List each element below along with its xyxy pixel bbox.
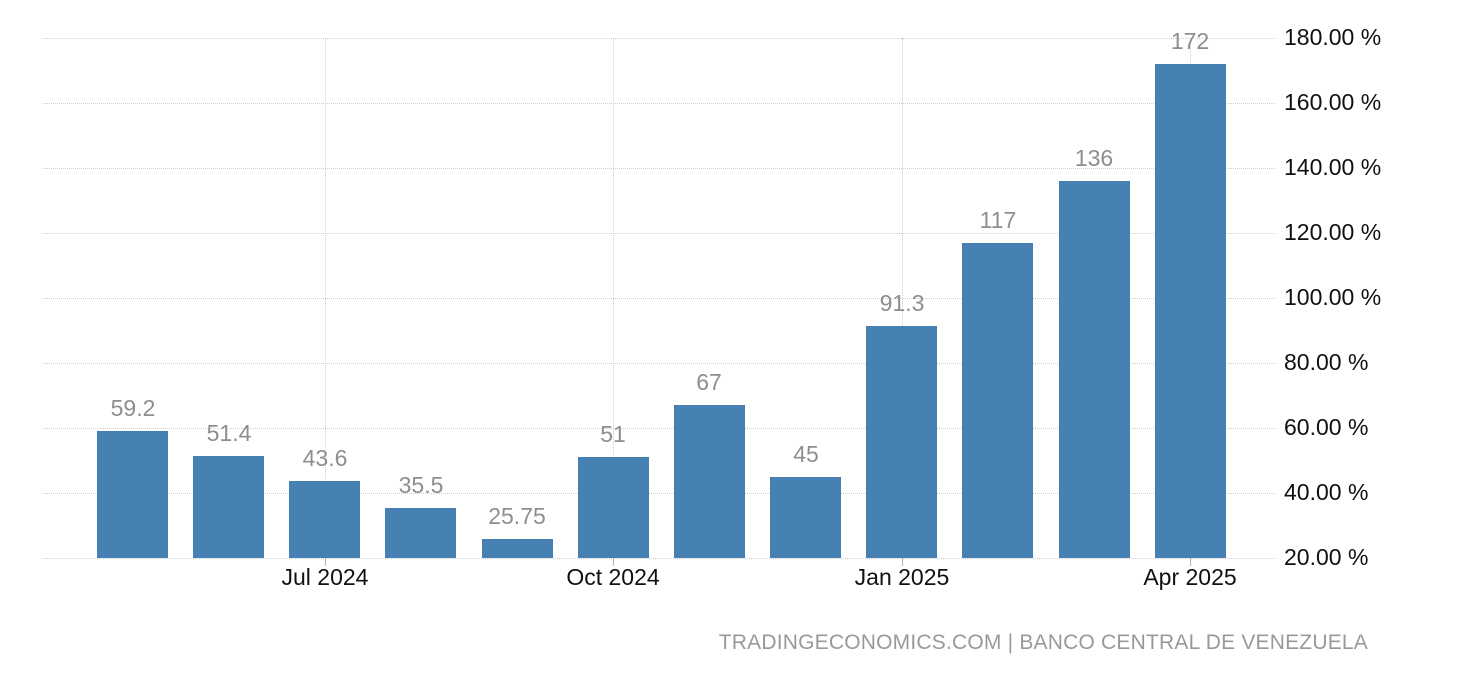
bar[interactable] [97,431,168,558]
h-gridline [43,428,1276,429]
bar-value-label: 172 [1170,28,1210,54]
v-gridline [325,38,326,558]
x-tick-label: Oct 2024 [566,564,660,590]
y-tick-label: 100.00 % [1284,284,1382,310]
bar[interactable] [1155,64,1226,558]
h-gridline [43,493,1276,494]
y-tick-label: 60.00 % [1284,414,1369,440]
x-tick-mark [325,558,326,566]
bar-value-label: 25.75 [488,503,546,529]
y-tick-label: 20.00 % [1284,544,1369,570]
attribution-watermark: TRADINGECONOMICS.COM | BANCO CENTRAL DE … [718,631,1368,654]
x-tick-mark [902,558,903,566]
bar[interactable] [578,457,649,558]
bar[interactable] [385,508,456,558]
h-gridline [43,168,1276,169]
x-tick-label: Apr 2025 [1143,564,1237,590]
bar-value-label: 91.3 [879,290,925,316]
bar-value-label: 67 [696,369,722,395]
x-tick-label: Jul 2024 [281,564,369,590]
y-tick-label: 140.00 % [1284,154,1382,180]
h-gridline [43,558,1276,559]
bar[interactable] [289,481,360,558]
y-tick-label: 160.00 % [1284,89,1382,115]
y-tick-label: 180.00 % [1284,24,1382,50]
h-gridline [43,38,1276,39]
bar-value-label: 136 [1074,145,1114,171]
h-gridline [43,233,1276,234]
v-gridline [613,38,614,558]
h-gridline [43,103,1276,104]
bar[interactable] [482,539,553,558]
bar[interactable] [1059,181,1130,558]
bar-value-label: 45 [793,441,819,467]
bar-value-label: 43.6 [302,445,348,471]
y-tick-label: 40.00 % [1284,479,1369,505]
bar-value-label: 51.4 [206,420,252,446]
x-tick-mark [1190,558,1191,566]
bar[interactable] [193,456,264,558]
bar[interactable] [962,243,1033,558]
h-gridline [43,298,1276,299]
bar-value-label: 59.2 [110,395,156,421]
v-gridline [902,38,903,558]
bar[interactable] [674,405,745,558]
bar-value-label: 117 [979,207,1017,233]
bar-value-label: 35.5 [398,472,444,498]
h-gridline [43,363,1276,364]
bar-value-label: 51 [600,421,626,447]
y-tick-label: 80.00 % [1284,349,1369,375]
bar[interactable] [770,477,841,558]
y-tick-label: 120.00 % [1284,219,1382,245]
x-tick-mark [613,558,614,566]
x-tick-label: Jan 2025 [854,564,950,590]
bar[interactable] [866,326,937,558]
